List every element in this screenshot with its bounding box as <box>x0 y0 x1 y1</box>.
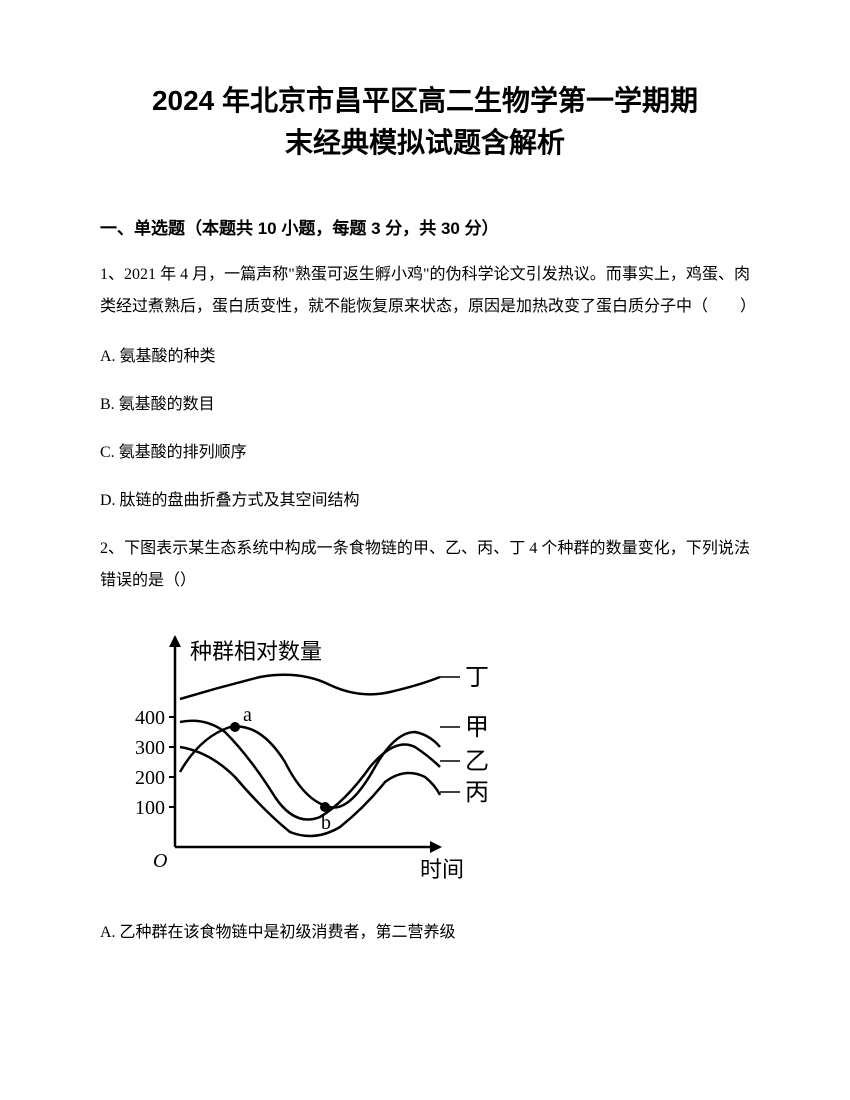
svg-text:时间: 时间 <box>420 857 464 882</box>
svg-text:乙: 乙 <box>465 749 489 775</box>
svg-text:a: a <box>243 704 252 726</box>
chart-container: 种群相对数量时间 O 100 200 300 400 丁甲乙丙 a b <box>130 617 750 897</box>
question-1-option-d: D. 肽链的盘曲折叠方式及其空间结构 <box>100 485 750 517</box>
svg-text:b: b <box>321 812 331 834</box>
question-2-text: 2、下图表示某生态系统中构成一条食物链的甲、乙、丙、丁 4 个种群的数量变化，下… <box>100 533 750 597</box>
title-line2: 末经典模拟试题含解析 <box>285 127 565 158</box>
svg-text:300: 300 <box>135 737 165 759</box>
population-chart: 种群相对数量时间 O 100 200 300 400 丁甲乙丙 a b <box>130 617 510 897</box>
title-line1: 2024 年北京市昌平区高二生物学第一学期期 <box>152 85 698 116</box>
svg-text:100: 100 <box>135 797 165 819</box>
svg-text:200: 200 <box>135 767 165 789</box>
svg-text:甲: 甲 <box>465 715 489 741</box>
document-title: 2024 年北京市昌平区高二生物学第一学期期 末经典模拟试题含解析 <box>100 80 750 164</box>
svg-text:丁: 丁 <box>465 665 489 691</box>
question-1-option-b: B. 氨基酸的数目 <box>100 389 750 421</box>
section-1-header: 一、单选题（本题共 10 小题，每题 3 分，共 30 分） <box>100 214 750 239</box>
question-1-text: 1、2021 年 4 月，一篇声称"熟蛋可返生孵小鸡"的伪科学论文引发热议。而事… <box>100 259 750 323</box>
question-2-option-a: A. 乙种群在该食物链中是初级消费者，第二营养级 <box>100 917 750 949</box>
svg-text:种群相对数量: 种群相对数量 <box>190 639 322 664</box>
svg-text:400: 400 <box>135 707 165 729</box>
svg-text:O: O <box>153 850 167 872</box>
question-1-option-c: C. 氨基酸的排列顺序 <box>100 437 750 469</box>
svg-text:丙: 丙 <box>465 780 489 806</box>
question-1-option-a: A. 氨基酸的种类 <box>100 341 750 373</box>
